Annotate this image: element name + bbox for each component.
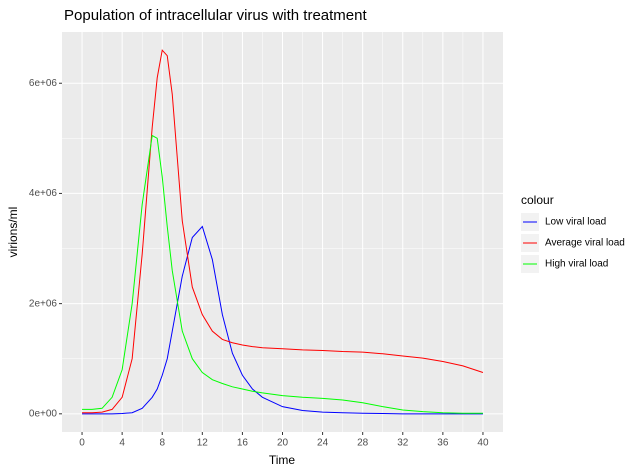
x-tick-label: 8 (159, 438, 165, 449)
x-axis-title: Time (269, 453, 296, 467)
series-line (82, 225, 483, 415)
x-tick-label: 36 (437, 438, 449, 449)
x-tick-label: 4 (119, 438, 125, 449)
legend-label: Low viral load (545, 217, 606, 228)
legend-label: High viral load (545, 259, 608, 270)
x-tick-label: 16 (237, 438, 249, 449)
legend-title: colour (521, 193, 554, 207)
x-tick-label: 28 (357, 438, 369, 449)
y-tick-label: 0e+00 (29, 408, 58, 419)
y-tick-label: 2e+06 (29, 298, 58, 309)
chart-title: Population of intracellular virus with t… (64, 7, 367, 24)
legend-label: Average viral load (545, 238, 625, 249)
x-tick-label: 0 (79, 438, 85, 449)
x-tick-label: 40 (477, 438, 489, 449)
y-tick-label: 6e+06 (29, 78, 58, 89)
x-tick-label: 32 (397, 438, 409, 449)
y-axis-title: virions/ml (6, 207, 20, 258)
y-tick-label: 4e+06 (29, 188, 58, 199)
series-line (82, 134, 483, 414)
x-tick-label: 24 (317, 438, 329, 449)
x-tick-label: 20 (277, 438, 289, 449)
x-tick-label: 12 (197, 438, 209, 449)
series-line (82, 49, 484, 414)
